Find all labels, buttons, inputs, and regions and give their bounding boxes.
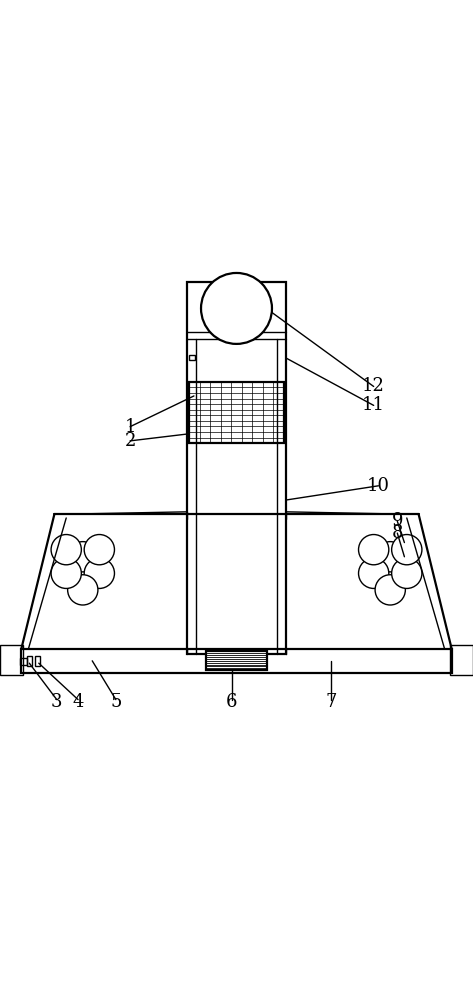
Circle shape <box>359 535 389 565</box>
Circle shape <box>84 558 114 588</box>
Text: 5: 5 <box>110 693 122 711</box>
Bar <box>27 656 32 666</box>
Bar <box>189 355 195 360</box>
Text: 8: 8 <box>392 524 403 542</box>
Bar <box>20 658 27 665</box>
Bar <box>206 651 267 670</box>
Circle shape <box>51 558 81 588</box>
Text: 4: 4 <box>72 693 84 711</box>
Text: 11: 11 <box>362 396 385 414</box>
Circle shape <box>68 575 98 605</box>
Text: 9: 9 <box>392 512 403 530</box>
Circle shape <box>201 273 272 344</box>
Bar <box>35 656 40 666</box>
Bar <box>0 645 23 675</box>
Text: 6: 6 <box>226 693 237 711</box>
Circle shape <box>375 542 405 572</box>
Circle shape <box>68 542 98 572</box>
Text: 12: 12 <box>362 377 385 395</box>
Text: 1: 1 <box>124 418 136 436</box>
Bar <box>21 649 452 673</box>
Bar <box>189 382 284 443</box>
Circle shape <box>392 558 422 588</box>
Circle shape <box>359 558 389 588</box>
Text: 2: 2 <box>124 432 136 450</box>
Text: 7: 7 <box>325 693 337 711</box>
Text: 10: 10 <box>367 477 390 495</box>
Circle shape <box>84 535 114 565</box>
Circle shape <box>392 535 422 565</box>
Bar <box>187 282 286 654</box>
Circle shape <box>375 575 405 605</box>
Text: 3: 3 <box>51 693 62 711</box>
Bar <box>450 645 473 675</box>
Circle shape <box>51 535 81 565</box>
